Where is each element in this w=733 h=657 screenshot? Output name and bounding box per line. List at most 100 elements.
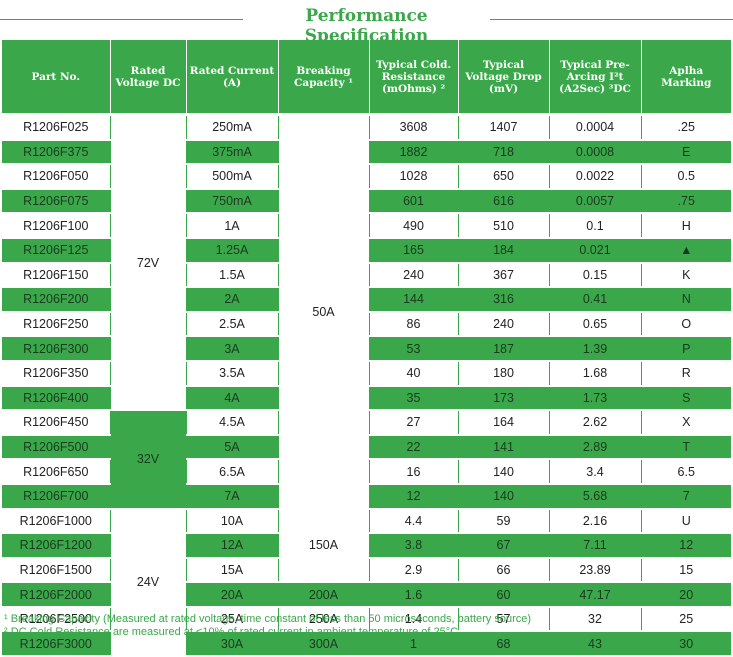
alpha-marking-cell: H <box>640 213 731 239</box>
part-number-cell: R1206F150 <box>2 262 110 289</box>
title-bar: Performance Specification <box>0 0 733 46</box>
pre-arcing-cell: 1.73 <box>548 385 641 412</box>
table-row: R1206F1000 24V 10A 150A 4.4 59 2.16 U <box>2 508 731 657</box>
table-row: R1206F700 7A 12 140 5.68 7 <box>2 483 731 510</box>
table-row: R1206F400 4A 35 173 1.73 S <box>2 385 731 412</box>
alpha-marking-cell: T <box>640 434 731 461</box>
pre-arcing-cell: 47.17 <box>548 582 641 608</box>
cold-resistance-cell: 165 <box>368 237 458 264</box>
alpha-marking-cell: S <box>640 385 731 412</box>
cold-resistance-cell: 4.4 <box>368 508 458 535</box>
voltage-drop-cell: 140 <box>457 459 549 485</box>
alpha-marking-cell: U <box>640 508 731 535</box>
table-row: R1206F150 1.5A 240 367 0.15 K <box>2 262 731 289</box>
voltage-drop-cell: 180 <box>457 360 549 387</box>
part-number-cell: R1206F075 <box>2 188 110 215</box>
rated-current-cell: 250mA <box>185 114 278 141</box>
pre-arcing-cell: 3.4 <box>548 459 641 485</box>
part-number-cell: R1206F2500 <box>2 606 110 633</box>
alpha-marking-cell: 0.5 <box>640 164 731 190</box>
table-row: R1206F500 5A 22 141 2.89 T <box>2 434 731 461</box>
title-divider-left <box>0 19 243 20</box>
part-number-cell: R1206F1200 <box>2 533 110 559</box>
cold-resistance-cell: 12 <box>368 483 458 510</box>
header-cold-resistance: Typical Cold. Resistance (mOhms) ² <box>368 40 458 116</box>
alpha-marking-cell: R <box>640 360 731 387</box>
alpha-marking-cell: 12 <box>640 533 731 559</box>
footnote-breaking-capacity: ¹ Breaking Capacity (Measured at rated v… <box>4 613 532 625</box>
breaking-capacity-cell: 250A <box>277 606 369 633</box>
table-row: R1206F650 6.5A 16 140 3.4 6.5 <box>2 459 731 485</box>
rated-current-cell: 2A <box>185 287 278 313</box>
table-row: R1206F300 3A 53 187 1.39 P <box>2 336 731 362</box>
voltage-drop-cell: 240 <box>457 311 549 338</box>
pre-arcing-cell: 0.0057 <box>548 188 641 215</box>
voltage-drop-cell: 367 <box>457 262 549 289</box>
part-number-cell: R1206F350 <box>2 360 110 387</box>
rated-voltage-cell: 72V <box>109 114 186 412</box>
rated-current-cell: 1.25A <box>185 237 278 264</box>
rated-current-cell: 2.5A <box>185 311 278 338</box>
voltage-drop-cell: 187 <box>457 336 549 362</box>
rated-current-cell: 1.5A <box>185 262 278 289</box>
header-rated-current: Rated Current (A) <box>185 40 278 116</box>
pre-arcing-cell: 2.62 <box>548 410 641 436</box>
part-number-cell: R1206F200 <box>2 287 110 313</box>
voltage-drop-cell: 141 <box>457 434 549 461</box>
voltage-drop-cell: 60 <box>457 582 549 608</box>
header-pre-arcing: Typical Pre-Arcing I²t (A2Sec) ³DC <box>548 40 641 116</box>
header-breaking-capacity: Breaking Capacity ¹ <box>277 40 369 116</box>
part-number-cell: R1206F100 <box>2 213 110 239</box>
rated-current-cell: 25A <box>185 606 278 633</box>
breaking-capacity-cell: 150A <box>277 508 369 584</box>
breaking-capacity-cell: 50A <box>277 114 369 510</box>
table-row: R1206F025 72V 250mA 50A 3608 1407 0.0004.25 <box>2 114 731 510</box>
cold-resistance-cell: 53 <box>368 336 458 362</box>
voltage-drop-cell: 718 <box>457 139 549 166</box>
pre-arcing-cell: 0.0022 <box>548 164 641 190</box>
rated-current-cell: 3A <box>185 336 278 362</box>
rated-current-cell: 10A <box>185 508 278 535</box>
alpha-marking-cell: 20 <box>640 582 731 608</box>
pre-arcing-cell: 2.89 <box>548 434 641 461</box>
table-row: R1206F050 500mA 1028 650 0.0022 0.5 <box>2 164 731 190</box>
table-row: R1206F200 2A 144 316 0.41 N <box>2 287 731 313</box>
table-body: R1206F025 72V 250mA 50A 3608 1407 0.0004.25 R12… <box>2 114 731 657</box>
pre-arcing-cell: 0.65 <box>548 311 641 338</box>
rated-current-cell: 7A <box>185 483 278 510</box>
cold-resistance-cell: 1.6 <box>368 582 458 608</box>
rated-current-cell: 4A <box>185 385 278 412</box>
alpha-marking-cell: ▲ <box>640 237 731 264</box>
table-row: R1206F1200 12A 3.8 67 7.11 12 <box>2 533 731 559</box>
voltage-drop-cell: 140 <box>457 483 549 510</box>
pre-arcing-cell: 1.39 <box>548 336 641 362</box>
pre-arcing-cell: 0.0008 <box>548 139 641 166</box>
cold-resistance-cell: 3608 <box>368 114 458 141</box>
table-row: R1206F125 1.25A 165 184 0.021 ▲ <box>2 237 731 264</box>
part-number-cell: R1206F1000 <box>2 508 110 535</box>
cold-resistance-cell: 22 <box>368 434 458 461</box>
pre-arcing-cell: 5.68 <box>548 483 641 510</box>
rated-current-cell: 15A <box>185 557 278 584</box>
title-divider-right <box>490 19 733 20</box>
pre-arcing-cell: 0.15 <box>548 262 641 289</box>
voltage-drop-cell: 316 <box>457 287 549 313</box>
rated-current-cell: 5A <box>185 434 278 461</box>
rated-current-cell: 375mA <box>185 139 278 166</box>
alpha-marking-cell: .25 <box>640 114 731 141</box>
part-number-cell: R1206F250 <box>2 311 110 338</box>
pre-arcing-cell: 0.1 <box>548 213 641 239</box>
alpha-marking-cell: O <box>640 311 731 338</box>
part-number-cell: R1206F300 <box>2 336 110 362</box>
cold-resistance-cell: 3.8 <box>368 533 458 559</box>
table-row: R1206F375 375mA 1882 718 0.0008 E <box>2 139 731 166</box>
alpha-marking-cell: 7 <box>640 483 731 510</box>
part-number-cell: R1206F025 <box>2 114 110 141</box>
part-number-cell: R1206F450 <box>2 410 110 436</box>
alpha-marking-cell: X <box>640 410 731 436</box>
cold-resistance-cell: 2.9 <box>368 557 458 584</box>
rated-current-cell: 3.5A <box>185 360 278 387</box>
rated-current-cell: 6.5A <box>185 459 278 485</box>
cold-resistance-cell: 1.4 <box>368 606 458 633</box>
table-row: R1206F450 32V 4.5A 27 164 2.62 X <box>2 410 731 510</box>
